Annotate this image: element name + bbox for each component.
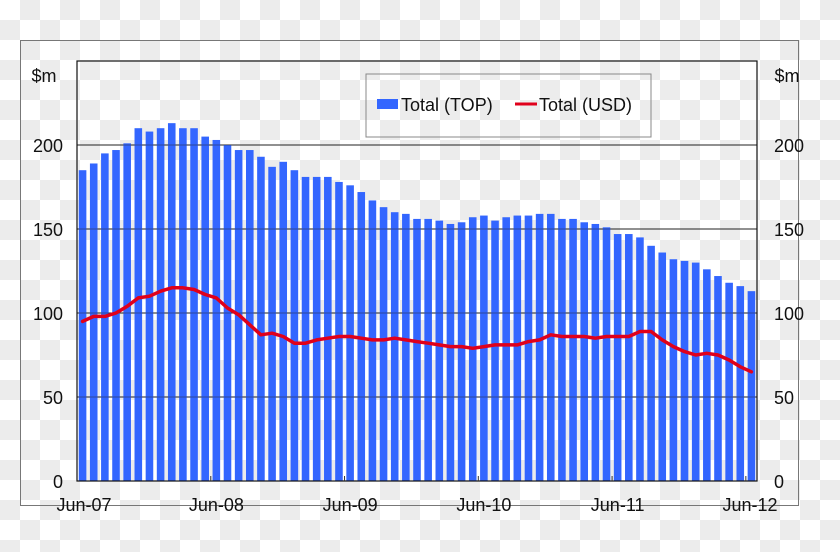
bar [691, 262, 700, 481]
y-axis-right: 0 50 100 150 200 [774, 136, 804, 492]
bar [312, 176, 321, 482]
bar [636, 237, 644, 481]
bar [257, 156, 265, 481]
y-tick-right: 100 [774, 304, 804, 324]
y-tick-left: 0 [53, 472, 63, 492]
plot-area [76, 60, 758, 482]
bar [145, 131, 154, 481]
y-axis-left-unit: $m [31, 66, 56, 86]
x-tick-label: Jun-08 [189, 495, 244, 515]
y-tick-left: 100 [33, 304, 63, 324]
bar [279, 161, 288, 482]
bar [602, 227, 611, 481]
bar [402, 213, 410, 481]
bar [747, 291, 756, 481]
bar [212, 139, 221, 481]
bar [268, 166, 276, 481]
bar [290, 170, 299, 481]
legend: Total (TOP) Total (USD) [365, 73, 652, 138]
bar [502, 217, 510, 482]
bar [591, 223, 600, 481]
bar [725, 282, 733, 481]
bar [703, 269, 711, 481]
bar [457, 222, 466, 481]
legend-swatch-total-top [377, 99, 398, 109]
bar [580, 222, 589, 481]
y-axis-right-unit: $m [774, 66, 799, 86]
bar [134, 128, 143, 481]
bar [513, 215, 522, 481]
bar [179, 128, 187, 481]
bar [446, 223, 455, 481]
gridlines-overlay [77, 144, 757, 398]
bar [245, 150, 254, 482]
bar [647, 245, 655, 481]
legend-label-total-usd: Total (USD) [539, 95, 632, 115]
y-axis-left: 0 50 100 150 200 [33, 136, 63, 492]
bar [78, 170, 87, 481]
chart-frame [20, 40, 799, 506]
bar [201, 136, 209, 481]
y-tick-right: 200 [774, 136, 804, 156]
bar [435, 220, 444, 481]
x-tick-label: Jun-07 [56, 495, 111, 515]
bar [112, 150, 120, 482]
x-axis: Jun-07 Jun-08 Jun-09 Jun-10 Jun-11 Jun-12 [56, 476, 778, 515]
bar [346, 185, 354, 481]
bar [558, 218, 566, 482]
bar [524, 215, 533, 481]
bar [335, 181, 343, 481]
bar [669, 259, 678, 481]
legend-box [365, 73, 652, 138]
x-tick-label: Jun-09 [323, 495, 378, 515]
bar [89, 163, 98, 482]
legend-label-total-top: Total (TOP) [401, 95, 493, 115]
bar [424, 218, 432, 482]
bar [491, 220, 499, 481]
bar [379, 207, 388, 481]
bar [546, 213, 555, 481]
y-tick-left: 150 [33, 220, 63, 240]
bar [390, 212, 399, 481]
bar [123, 143, 131, 481]
x-tick-label: Jun-10 [456, 495, 511, 515]
bar [167, 123, 176, 481]
bar [613, 234, 622, 481]
bar [714, 276, 722, 481]
bar [190, 128, 198, 481]
bar [736, 286, 745, 481]
y-tick-right: 0 [774, 472, 784, 492]
bar-series-total-top [78, 123, 756, 482]
x-tick-label: Jun-11 [591, 495, 645, 515]
y-tick-left: 200 [33, 136, 63, 156]
bar [324, 176, 332, 482]
bar [658, 252, 667, 481]
line-series-total-usd [80, 286, 754, 374]
bar [680, 260, 689, 481]
bar [156, 128, 165, 481]
x-tick-label: Jun-12 [722, 495, 777, 515]
bar [569, 218, 577, 482]
bar [535, 213, 544, 481]
y-tick-right: 150 [774, 220, 804, 240]
y-tick-left: 50 [43, 388, 63, 408]
y-tick-right: 50 [774, 388, 794, 408]
bar [301, 176, 310, 482]
bar [413, 218, 421, 482]
bar [625, 234, 633, 481]
